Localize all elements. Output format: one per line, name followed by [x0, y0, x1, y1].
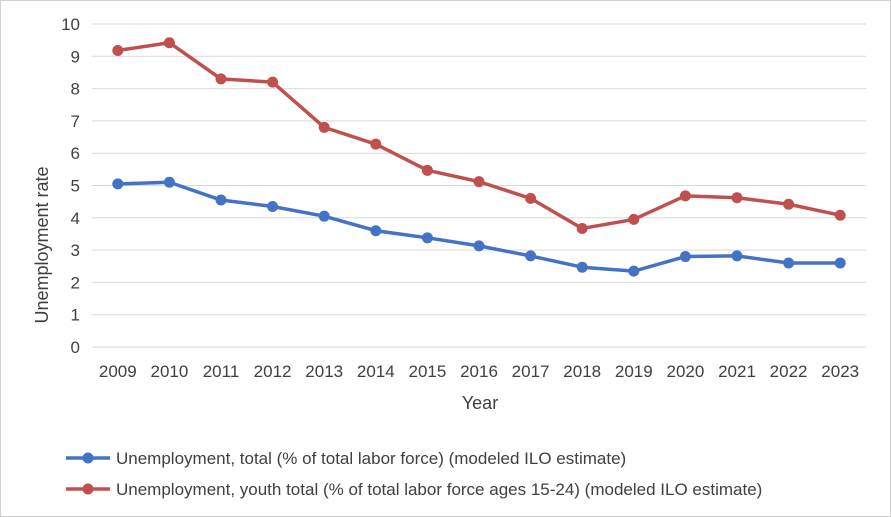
data-point [576, 222, 588, 234]
data-point [370, 225, 382, 237]
data-point [731, 192, 743, 204]
data-point [783, 257, 795, 269]
legend-label-0: Unemployment, total (% of total labor fo… [116, 449, 626, 468]
x-tick-label: 2013 [305, 362, 343, 381]
y-tick-label: 8 [71, 80, 80, 99]
legend: Unemployment, total (% of total labor fo… [66, 449, 762, 499]
x-tick-label: 2021 [718, 362, 756, 381]
legend-marker-1 [82, 483, 94, 495]
y-tick-label: 5 [71, 177, 80, 196]
data-point [267, 200, 279, 212]
data-point [628, 265, 640, 277]
data-point [679, 251, 691, 263]
data-point [421, 164, 433, 176]
legend-label-1: Unemployment, youth total (% of total la… [116, 480, 762, 499]
data-point [473, 176, 485, 188]
data-point [370, 138, 382, 150]
x-tick-label: 2012 [254, 362, 292, 381]
legend-marker-0 [82, 452, 94, 464]
x-tick-label: 2016 [460, 362, 498, 381]
gridlines [92, 23, 866, 348]
data-point [421, 232, 433, 244]
x-tick-label: 2018 [563, 362, 601, 381]
data-point [679, 190, 691, 202]
series-layer [112, 37, 846, 277]
x-tick-labels: 2009 2010 2011 2012 2013 2014 2015 2016 2017 2018… [99, 362, 859, 381]
data-point [628, 213, 640, 225]
x-tick-label: 2015 [408, 362, 446, 381]
data-point [112, 44, 124, 56]
y-tick-label: 10 [61, 15, 80, 34]
y-tick-label: 3 [71, 241, 80, 260]
y-tick-label: 9 [71, 47, 80, 66]
data-point [525, 250, 537, 262]
y-tick-label: 2 [71, 273, 80, 292]
data-point [783, 198, 795, 210]
x-tick-label: 2019 [615, 362, 653, 381]
x-tick-label: 2011 [203, 362, 240, 381]
x-tick-label: 2022 [770, 362, 808, 381]
y-tick-label: 4 [71, 209, 80, 228]
data-point [318, 210, 330, 222]
data-point [834, 257, 846, 269]
y-tick-label: 0 [71, 338, 80, 357]
y-axis-title: Unemployment rate [32, 166, 52, 323]
data-point [112, 178, 124, 190]
y-tick-labels: 0 1 2 3 4 5 6 7 8 9 10 [61, 15, 80, 357]
data-point [163, 37, 175, 49]
data-point [163, 176, 175, 188]
data-point [318, 121, 330, 133]
data-point [731, 250, 743, 262]
x-tick-label: 2023 [821, 362, 859, 381]
data-point [834, 209, 846, 221]
y-tick-label: 7 [71, 112, 80, 131]
y-tick-label: 6 [71, 144, 80, 163]
x-tick-label: 2009 [99, 362, 137, 381]
x-tick-label: 2014 [357, 362, 395, 381]
data-point [215, 194, 227, 206]
x-tick-label: 2020 [666, 362, 704, 381]
data-point [576, 261, 588, 273]
data-point [473, 240, 485, 252]
data-point [267, 76, 279, 88]
data-point [215, 73, 227, 85]
y-tick-label: 1 [71, 306, 80, 325]
x-tick-label: 2017 [512, 362, 550, 381]
x-axis-title: Year [462, 393, 498, 413]
x-tick-label: 2010 [150, 362, 188, 381]
data-point [525, 192, 537, 204]
